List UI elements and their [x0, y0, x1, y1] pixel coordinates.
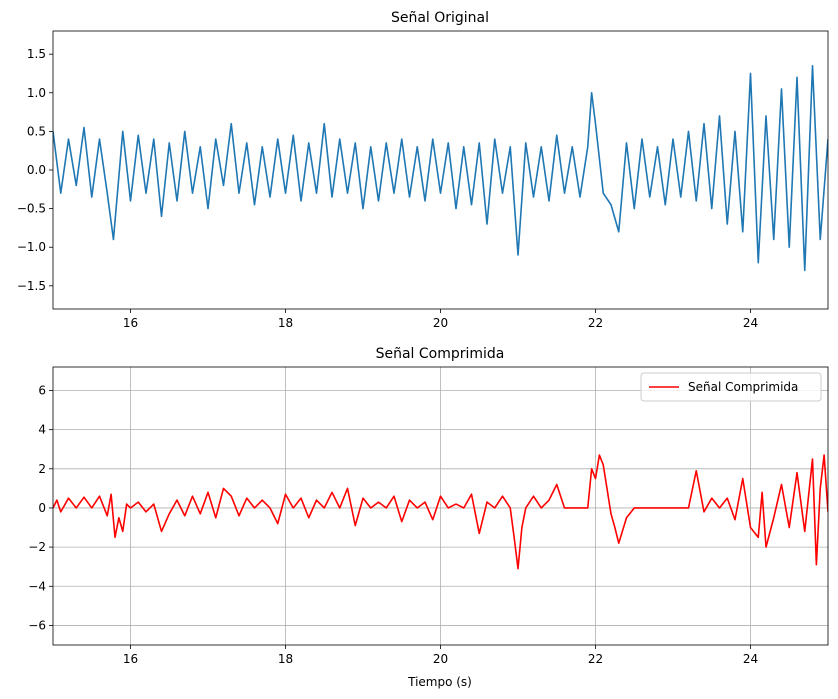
- top-chart-title: Señal Original: [391, 10, 489, 26]
- bottom-y-tick-label: 0: [38, 501, 46, 515]
- bottom-x-tick-label: 22: [588, 652, 603, 666]
- bottom-y-tick-label: −4: [28, 579, 46, 593]
- bottom-y-tick-label: 2: [38, 462, 46, 476]
- legend-label: Señal Comprimida: [688, 380, 798, 394]
- top-y-tick-label: −1.5: [17, 279, 46, 293]
- bottom-y-tick-label: 6: [38, 383, 46, 397]
- top-x-tick-label: 22: [588, 316, 603, 330]
- top-y-tick-label: 1.0: [27, 86, 46, 100]
- top-x-axis: 16 18 20 22 24: [123, 309, 758, 330]
- top-y-tick-label: −1.0: [17, 240, 46, 254]
- bottom-y-axis: −6 −4 −2 0 2 4 6: [28, 383, 53, 632]
- legend-box: [640, 372, 822, 402]
- bottom-x-tick-label: 18: [278, 652, 293, 666]
- bottom-y-tick-label: −2: [28, 540, 46, 554]
- bottom-grid: [53, 367, 828, 645]
- bottom-series-group: [53, 454, 828, 570]
- top-y-tick-label: −0.5: [17, 202, 46, 216]
- top-series-line-0: [53, 64, 828, 272]
- bottom-x-tick-label: 20: [433, 652, 448, 666]
- bottom-chart-title: Señal Comprimida: [376, 346, 505, 362]
- top-series-group: [53, 64, 828, 272]
- top-x-tick-label: 18: [278, 316, 293, 330]
- top-x-tick-label: 16: [123, 316, 138, 330]
- bottom-series-line-0: [53, 454, 828, 570]
- top-x-tick-label: 20: [433, 316, 448, 330]
- bottom-x-tick-label: 24: [743, 652, 758, 666]
- bottom-y-tick-label: −6: [28, 618, 46, 632]
- top-y-tick-label: 0.5: [27, 124, 46, 138]
- bottom-x-tick-label: 16: [123, 652, 138, 666]
- top-x-tick-label: 24: [743, 316, 758, 330]
- bottom-x-axis: 16 18 20 22 24: [123, 645, 758, 666]
- bottom-y-tick-label: 4: [38, 423, 46, 437]
- bottom-x-axis-label: Tiempo (s): [407, 675, 472, 689]
- legend: Señal Comprimida: [640, 372, 822, 402]
- top-y-tick-label: 1.5: [27, 47, 46, 61]
- top-y-axis: −1.5 −1.0 −0.5 0.0 0.5 1.0 1.5: [17, 47, 53, 293]
- top-chart: Señal Original 16 18 20 22 24 −1.5 −1.0 −0.5 0.…: [17, 10, 829, 330]
- top-y-tick-label: 0.0: [27, 163, 46, 177]
